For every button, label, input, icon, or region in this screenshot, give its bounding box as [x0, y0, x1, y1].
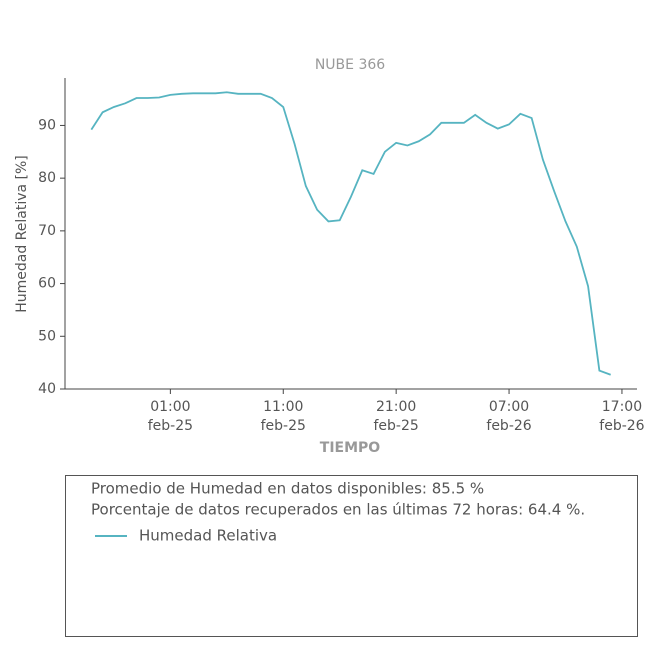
x-tick-label: 17:00 — [602, 399, 642, 415]
annotation: Promedio de Humedad en datos disponibles… — [91, 480, 484, 498]
y-tick-label: 70 — [38, 223, 56, 239]
x-tick-label: 07:00 — [489, 399, 529, 415]
x-tick-label: 01:00 — [150, 399, 190, 415]
y-tick-label: 60 — [38, 276, 56, 292]
y-tick-label: 80 — [38, 170, 56, 186]
y-axis-label: Humedad Relativa [%] — [14, 155, 30, 313]
y-tick-label: 40 — [38, 381, 56, 397]
x-axis-label: TIEMPO — [320, 440, 381, 456]
x-tick-label: feb-25 — [374, 418, 419, 434]
y-tick-label: 90 — [38, 117, 56, 133]
x-tick-label: feb-26 — [486, 418, 531, 434]
legend-label: Humedad Relativa — [139, 527, 277, 545]
legend-box — [65, 475, 638, 637]
chart-title: NUBE 366 — [315, 57, 385, 73]
x-tick-label: 11:00 — [263, 399, 303, 415]
annotation: Porcentaje de datos recuperados en las ú… — [91, 501, 585, 519]
x-tick-label: feb-26 — [599, 418, 644, 434]
x-tick-label: 21:00 — [376, 399, 416, 415]
x-tick-label: feb-25 — [261, 418, 306, 434]
y-tick-label: 50 — [38, 328, 56, 344]
line-series — [90, 91, 611, 376]
x-tick-label: feb-25 — [148, 418, 193, 434]
